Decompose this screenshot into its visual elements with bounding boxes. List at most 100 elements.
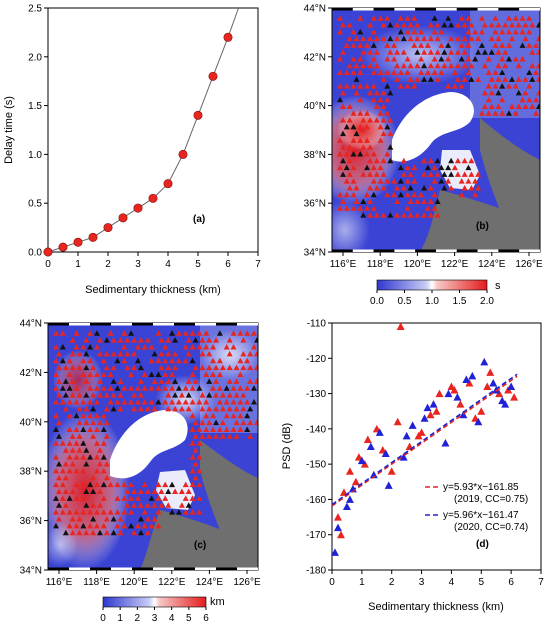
station-triangle: [343, 42, 350, 48]
delay-points: [43, 32, 233, 257]
y-tick-label: 1.5: [28, 101, 42, 112]
station-triangle: [134, 344, 141, 350]
station-triangle: [117, 405, 124, 412]
station-triangle: [499, 69, 506, 76]
station-triangle: [69, 433, 76, 439]
station-triangle: [199, 405, 206, 412]
station-triangle: [56, 364, 62, 371]
lat-tick-label: 36°N: [20, 516, 42, 527]
station-triangle: [346, 103, 353, 109]
station-triangle: [206, 392, 213, 398]
station-triangle: [414, 22, 421, 28]
station-triangle: [121, 357, 128, 364]
station-triangle: [189, 344, 196, 350]
station-triangle: [53, 522, 59, 529]
station-triangle: [472, 178, 479, 184]
station-triangle: [353, 76, 360, 82]
station-triangle: [394, 49, 401, 55]
station-triangle: [251, 344, 257, 350]
station-triangle: [185, 502, 192, 508]
station-triangle: [182, 344, 189, 350]
psd-point: [468, 371, 477, 380]
station-triangle: [53, 467, 59, 474]
station-triangle: [508, 35, 515, 42]
station-triangle: [137, 378, 144, 384]
station-triangle: [148, 357, 155, 364]
station-triangle: [418, 191, 425, 198]
station-triangle: [414, 62, 421, 69]
y-tick-label: 1.0: [28, 150, 42, 161]
station-triangle: [237, 412, 244, 419]
station-triangle: [59, 495, 66, 501]
map-frame-band: [456, 249, 478, 252]
station-triangle: [481, 22, 488, 28]
station-triangle: [515, 22, 522, 28]
station-triangle: [360, 171, 367, 177]
station-triangle: [485, 110, 492, 116]
station-triangle: [80, 454, 87, 460]
station-triangle: [230, 399, 237, 405]
station-triangle: [175, 509, 182, 515]
station-triangle: [421, 62, 428, 69]
station-triangle: [434, 22, 441, 28]
station-triangle: [377, 69, 384, 76]
psd-point: [387, 467, 396, 475]
station-triangle: [373, 117, 380, 123]
station-triangle: [394, 76, 401, 82]
station-triangle: [346, 62, 353, 69]
station-triangle: [80, 509, 87, 515]
station-triangle: [233, 392, 240, 398]
map-frame-band: [132, 567, 153, 570]
station-triangle: [254, 378, 258, 384]
station-triangle: [165, 337, 172, 343]
panel-c-stations: [53, 330, 258, 536]
station-triangle: [199, 364, 206, 371]
map-frame-band: [111, 323, 132, 326]
station-triangle: [529, 103, 536, 109]
map-frame-band: [436, 249, 457, 252]
station-triangle: [93, 412, 100, 419]
station-triangle: [189, 495, 196, 501]
station-triangle: [237, 385, 244, 391]
station-triangle: [458, 55, 465, 62]
station-triangle: [206, 378, 213, 384]
station-triangle: [391, 55, 398, 62]
station-triangle: [434, 35, 441, 42]
map-frame-band: [90, 323, 111, 326]
station-triangle: [377, 110, 384, 116]
lon-tick-label: 122°E: [441, 259, 469, 270]
station-triangle: [533, 96, 539, 103]
lat-tick-label: 36°N: [304, 199, 326, 210]
station-triangle: [377, 123, 384, 130]
station-triangle: [121, 481, 128, 488]
station-triangle: [468, 22, 475, 28]
station-triangle: [90, 364, 97, 371]
station-triangle: [465, 164, 472, 171]
station-triangle: [206, 405, 213, 412]
station-triangle: [364, 164, 371, 171]
station-triangle: [66, 440, 73, 446]
station-triangle: [83, 364, 90, 371]
station-triangle: [155, 509, 162, 515]
station-triangle: [346, 117, 353, 123]
station-triangle: [481, 62, 488, 69]
station-triangle: [144, 337, 151, 343]
station-triangle: [465, 55, 472, 62]
station-triangle: [468, 157, 475, 164]
station-triangle: [107, 509, 114, 515]
station-triangle: [66, 454, 73, 460]
station-triangle: [526, 42, 533, 48]
station-triangle: [196, 385, 203, 391]
station-triangle: [461, 184, 468, 191]
station-triangle: [203, 399, 210, 405]
station-triangle: [56, 474, 62, 481]
station-triangle: [350, 42, 357, 48]
colorbar-tick-label: 0.0: [370, 296, 384, 307]
station-triangle: [397, 28, 404, 35]
colorbar-tick-label: 1.5: [453, 296, 467, 307]
station-triangle: [380, 76, 387, 82]
station-triangle: [485, 69, 492, 76]
station-triangle: [196, 467, 203, 474]
station-triangle: [411, 28, 418, 35]
